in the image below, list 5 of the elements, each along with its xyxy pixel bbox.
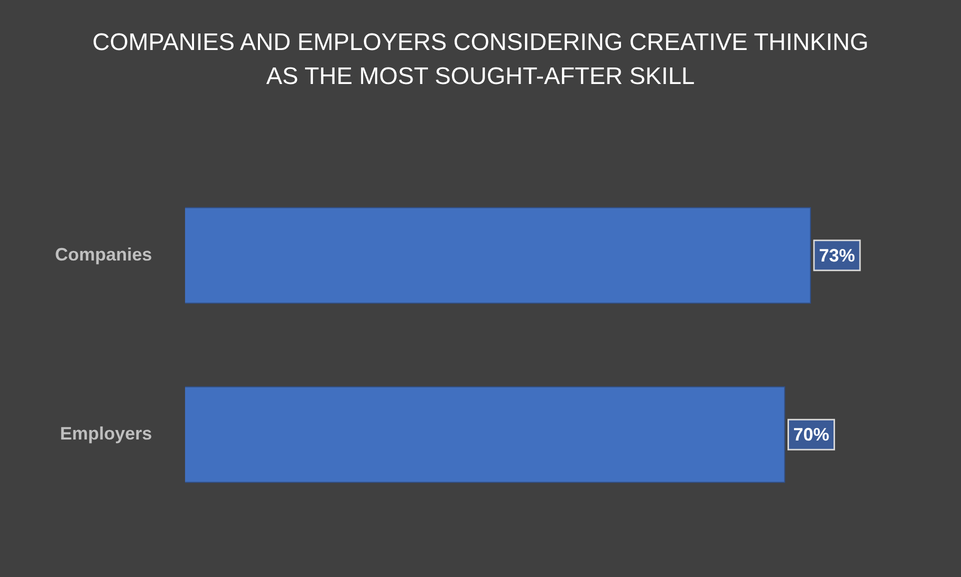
data-label: 73% (818, 245, 856, 266)
y-tick-label: Employers (60, 424, 152, 444)
y-tick-label: Companies (54, 244, 152, 264)
data-label: 70% (793, 424, 830, 445)
chart-title: COMPANIES AND EMPLOYERS CONSIDERING CREATIVE THINKING AS THE MOST SOUGHT-AFTER SKILL (91, 28, 870, 92)
